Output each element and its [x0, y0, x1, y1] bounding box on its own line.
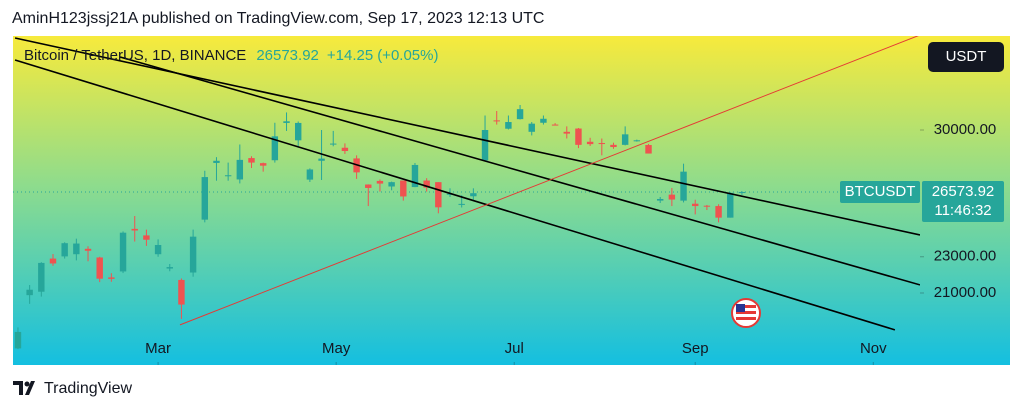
candle-body [423, 180, 430, 188]
y-tick-label: 21000.00 [934, 284, 997, 301]
candle-body [96, 257, 103, 279]
candle-body [341, 147, 349, 152]
candle-body [365, 184, 372, 188]
candle-body [283, 121, 290, 123]
candle-body [330, 143, 337, 145]
candle-body [143, 235, 150, 240]
candle-body [84, 248, 92, 251]
candle-body [248, 158, 255, 163]
countdown-label: 11:46:32 [934, 202, 991, 219]
candle-body [692, 203, 699, 207]
trend-line [119, 56, 920, 286]
candle-body [178, 279, 185, 305]
candle-body [236, 159, 244, 180]
overlay: 30000.00 23000.00 21000.00 Mar May Jul Sep Nov B… [145, 121, 1004, 365]
currency-label: USDT [946, 48, 987, 65]
candle-body [411, 164, 419, 188]
candle-body [621, 134, 629, 145]
candle-body [715, 206, 722, 218]
candle-body [645, 145, 652, 154]
price-label-box [922, 181, 1004, 223]
candle-body [400, 180, 407, 197]
candle-body [563, 131, 570, 134]
candle-body [131, 228, 138, 231]
brand-name: TradingView [44, 380, 132, 397]
candle-body [435, 182, 442, 208]
y-tick-label: 30000.00 [934, 121, 997, 138]
candle-body [505, 122, 512, 129]
plot-area [13, 36, 920, 350]
header-part: (+0.05%) [377, 47, 438, 64]
price-label: 26573.92 [932, 183, 995, 200]
brand-logo [13, 381, 35, 395]
x-tick-label: Jul [505, 340, 524, 357]
candle-body [166, 267, 173, 269]
candle-body [551, 124, 559, 126]
candle-body [294, 122, 302, 141]
candle-body [458, 203, 465, 205]
currency-button[interactable] [928, 42, 1004, 72]
symbol-label: BTCUSDT [845, 183, 916, 200]
x-tick-label: Sep [682, 340, 709, 357]
candle-body [493, 120, 500, 122]
symbol-header: Bitcoin / TetherUS, 1D, BINANCE 26573.92 +… [24, 47, 438, 64]
candle-body [306, 169, 314, 180]
x-tick-label: Mar [145, 340, 171, 357]
candle-body [528, 123, 535, 132]
header-part: +14.25 [327, 47, 373, 64]
candle-body [213, 160, 220, 163]
candle-body [318, 158, 325, 161]
candle-body [154, 244, 162, 255]
x-tick-label: May [322, 340, 351, 357]
candle-body [38, 262, 45, 292]
candle-body [668, 194, 676, 200]
symbol-label-box [840, 181, 920, 204]
candle-body [516, 109, 524, 120]
y-tick-label: 23000.00 [934, 248, 997, 265]
published-note: AminH123jssj21A published on TradingView… [12, 10, 544, 27]
trend-line [179, 36, 919, 326]
candle-body [575, 128, 582, 145]
candle-body [727, 192, 734, 218]
candle-body [656, 198, 664, 201]
candle-body [481, 129, 489, 161]
candle-body [73, 243, 80, 255]
candle-body [189, 236, 197, 273]
candle-body [26, 289, 33, 296]
candle-body [201, 177, 209, 220]
candle-body [224, 175, 232, 177]
header-part: 26573.92 [256, 47, 319, 64]
candle-body [633, 140, 641, 142]
header-part: Bitcoin / TetherUS, 1D, BINANCE [24, 47, 246, 64]
candle-body [598, 143, 606, 145]
candle-body [610, 144, 617, 148]
candle-body [470, 193, 477, 197]
candle-body [540, 118, 547, 123]
candle-body [49, 258, 57, 264]
candle-body [388, 182, 395, 187]
candle-body [108, 277, 115, 279]
flag-icon [731, 298, 761, 328]
candle-body [586, 141, 594, 145]
trend-line [14, 59, 896, 331]
candle-body [271, 136, 279, 161]
candle-body [703, 205, 711, 207]
candle-body [680, 171, 687, 201]
candle-body [376, 180, 384, 184]
candle-body [14, 331, 22, 349]
candle-body [738, 192, 746, 194]
candle-body [61, 243, 68, 257]
candle-body [259, 163, 267, 166]
candle-body [119, 232, 127, 272]
x-tick-label: Nov [860, 340, 887, 357]
